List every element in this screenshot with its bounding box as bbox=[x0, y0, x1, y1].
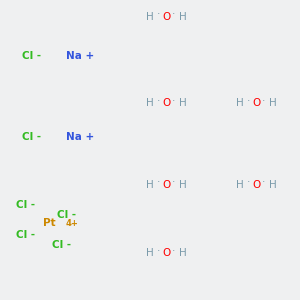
Text: ·: · bbox=[262, 177, 266, 187]
Text: ·: · bbox=[247, 96, 251, 106]
Text: Na +: Na + bbox=[66, 50, 94, 61]
Text: O: O bbox=[162, 98, 171, 109]
Text: H: H bbox=[236, 179, 244, 190]
Text: H: H bbox=[146, 98, 154, 109]
Text: Cl -: Cl - bbox=[52, 239, 72, 250]
Text: ·: · bbox=[157, 246, 161, 256]
Text: O: O bbox=[162, 248, 171, 259]
Text: Pt: Pt bbox=[44, 218, 56, 229]
Text: Cl -: Cl - bbox=[57, 209, 76, 220]
Text: Cl -: Cl - bbox=[16, 230, 36, 241]
Text: O: O bbox=[252, 98, 261, 109]
Text: ·: · bbox=[262, 96, 266, 106]
Text: O: O bbox=[162, 179, 171, 190]
Text: ·: · bbox=[172, 246, 176, 256]
Text: H: H bbox=[269, 179, 277, 190]
Text: Na +: Na + bbox=[66, 131, 94, 142]
Text: H: H bbox=[269, 98, 277, 109]
Text: H: H bbox=[179, 179, 187, 190]
Text: ·: · bbox=[172, 177, 176, 187]
Text: 4+: 4+ bbox=[66, 219, 79, 228]
Text: Cl -: Cl - bbox=[22, 131, 42, 142]
Text: Cl -: Cl - bbox=[22, 50, 42, 61]
Text: ·: · bbox=[157, 96, 161, 106]
Text: ·: · bbox=[172, 9, 176, 19]
Text: H: H bbox=[146, 179, 154, 190]
Text: H: H bbox=[179, 98, 187, 109]
Text: ·: · bbox=[157, 9, 161, 19]
Text: H: H bbox=[179, 248, 187, 259]
Text: H: H bbox=[146, 248, 154, 259]
Text: O: O bbox=[162, 11, 171, 22]
Text: H: H bbox=[236, 98, 244, 109]
Text: ·: · bbox=[247, 177, 251, 187]
Text: ·: · bbox=[157, 177, 161, 187]
Text: H: H bbox=[179, 11, 187, 22]
Text: Cl -: Cl - bbox=[16, 200, 36, 211]
Text: ·: · bbox=[172, 96, 176, 106]
Text: O: O bbox=[252, 179, 261, 190]
Text: H: H bbox=[146, 11, 154, 22]
